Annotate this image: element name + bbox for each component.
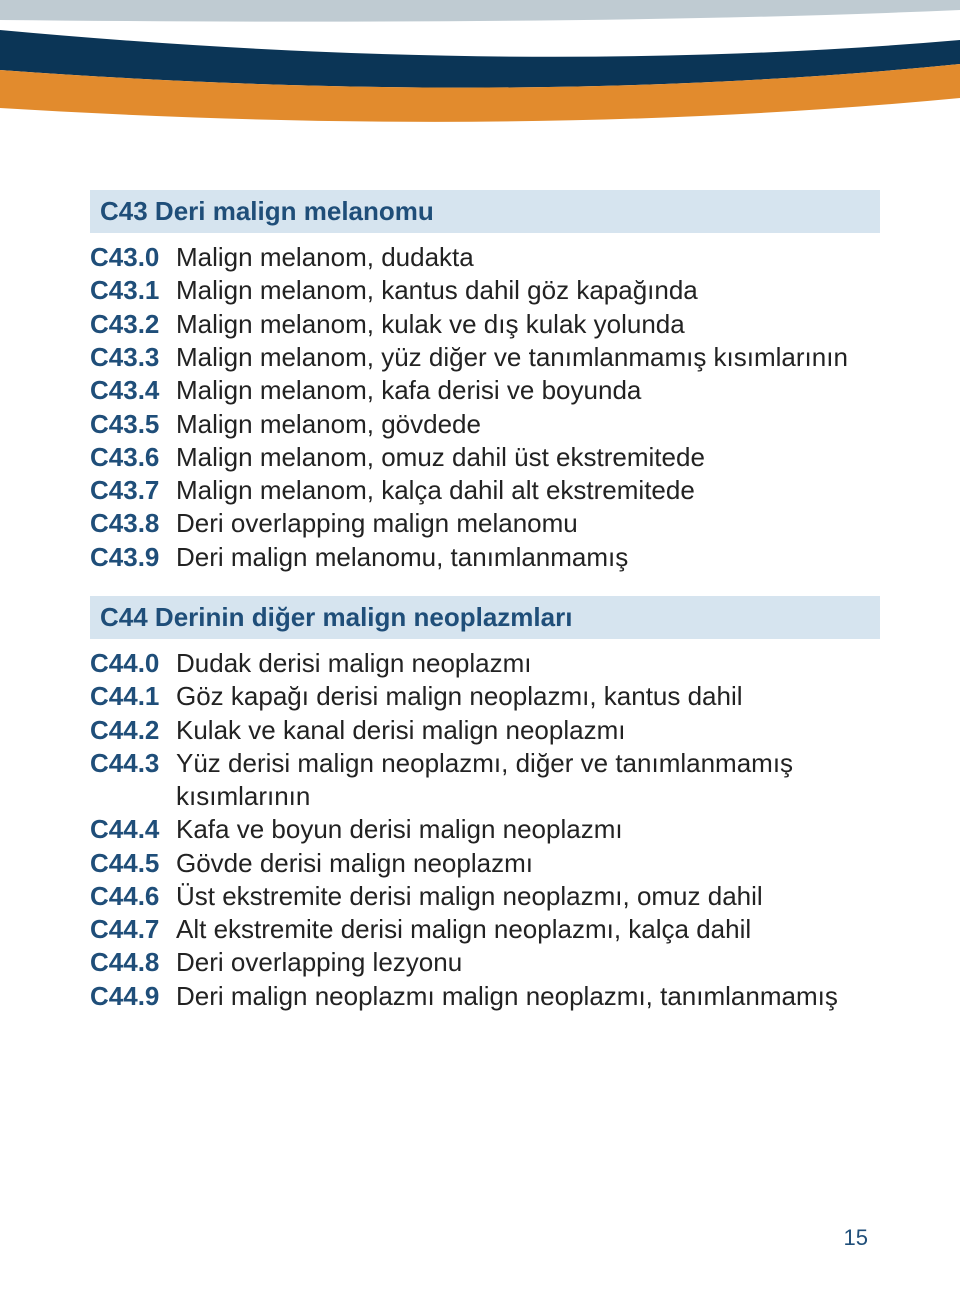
item-desc: Malign melanom, kalça dahil alt ekstremi… — [176, 474, 880, 507]
list-item: C44.2 Kulak ve kanal derisi malign neopl… — [90, 714, 880, 747]
item-desc: Dudak derisi malign neoplazmı — [176, 647, 880, 680]
item-code: C43.7 — [90, 474, 176, 507]
list-item: C43.5 Malign melanom, gövdede — [90, 408, 880, 441]
item-code: C43.4 — [90, 374, 176, 407]
list-item: C43.2 Malign melanom, kulak ve dış kulak… — [90, 308, 880, 341]
item-desc: Deri malign neoplazmı malign neoplazmı, … — [176, 980, 880, 1013]
item-desc: Üst ekstremite derisi malign neoplazmı, … — [176, 880, 880, 913]
item-code: C43.1 — [90, 274, 176, 307]
list-item: C43.6 Malign melanom, omuz dahil üst eks… — [90, 441, 880, 474]
header-decorative-curves — [0, 0, 960, 160]
list-item: C43.7 Malign melanom, kalça dahil alt ek… — [90, 474, 880, 507]
item-desc: Alt ekstremite derisi malign neoplazmı, … — [176, 913, 880, 946]
list-item: C43.4 Malign melanom, kafa derisi ve boy… — [90, 374, 880, 407]
page-content: C43 Deri malign melanomu C43.0 Malign me… — [90, 190, 880, 1035]
section-title: C43 Deri malign melanomu — [100, 196, 434, 226]
item-code: C44.1 — [90, 680, 176, 713]
item-code: C43.8 — [90, 507, 176, 540]
page-number: 15 — [844, 1225, 868, 1251]
list-item: C44.5 Gövde derisi malign neoplazmı — [90, 847, 880, 880]
item-desc: Malign melanom, omuz dahil üst ekstremit… — [176, 441, 880, 474]
list-item: C43.3 Malign melanom, yüz diğer ve tanım… — [90, 341, 880, 374]
item-list-c43: C43.0 Malign melanom, dudakta C43.1 Mali… — [90, 241, 880, 574]
item-desc: Malign melanom, kafa derisi ve boyunda — [176, 374, 880, 407]
list-item: C44.8 Deri overlapping lezyonu — [90, 946, 880, 979]
list-item: C44.7 Alt ekstremite derisi malign neopl… — [90, 913, 880, 946]
item-code: C44.7 — [90, 913, 176, 946]
list-item: C44.1 Göz kapağı derisi malign neoplazmı… — [90, 680, 880, 713]
item-code: C44.4 — [90, 813, 176, 846]
item-code: C44.3 — [90, 747, 176, 780]
item-desc: Malign melanom, kantus dahil göz kapağın… — [176, 274, 880, 307]
item-code: C44.9 — [90, 980, 176, 1013]
item-code: C43.9 — [90, 541, 176, 574]
list-item: C44.9 Deri malign neoplazmı malign neopl… — [90, 980, 880, 1013]
item-code: C43.5 — [90, 408, 176, 441]
section-header-c44: C44 Derinin diğer malign neoplazmları — [90, 596, 880, 639]
item-code: C43.6 — [90, 441, 176, 474]
list-item: C44.3 Yüz derisi malign neoplazmı, diğer… — [90, 747, 880, 814]
item-desc: Deri overlapping malign melanomu — [176, 507, 880, 540]
item-desc: Kafa ve boyun derisi malign neoplazmı — [176, 813, 880, 846]
list-item: C43.8 Deri overlapping malign melanomu — [90, 507, 880, 540]
item-desc: Gövde derisi malign neoplazmı — [176, 847, 880, 880]
item-desc: Kulak ve kanal derisi malign neoplazmı — [176, 714, 880, 747]
item-code: C43.2 — [90, 308, 176, 341]
list-item: C43.1 Malign melanom, kantus dahil göz k… — [90, 274, 880, 307]
item-desc: Deri overlapping lezyonu — [176, 946, 880, 979]
item-desc: Yüz derisi malign neoplazmı, diğer ve ta… — [176, 747, 880, 814]
item-list-c44: C44.0 Dudak derisi malign neoplazmı C44.… — [90, 647, 880, 1013]
item-code: C43.0 — [90, 241, 176, 274]
section-title: C44 Derinin diğer malign neoplazmları — [100, 602, 572, 632]
item-code: C44.5 — [90, 847, 176, 880]
item-desc: Malign melanom, dudakta — [176, 241, 880, 274]
item-code: C44.8 — [90, 946, 176, 979]
list-item: C43.9 Deri malign melanomu, tanımlanmamı… — [90, 541, 880, 574]
item-desc: Malign melanom, yüz diğer ve tanımlanmam… — [176, 341, 880, 374]
list-item: C43.0 Malign melanom, dudakta — [90, 241, 880, 274]
item-desc: Göz kapağı derisi malign neoplazmı, kant… — [176, 680, 880, 713]
item-code: C44.2 — [90, 714, 176, 747]
list-item: C44.0 Dudak derisi malign neoplazmı — [90, 647, 880, 680]
item-code: C44.0 — [90, 647, 176, 680]
item-code: C44.6 — [90, 880, 176, 913]
list-item: C44.6 Üst ekstremite derisi malign neopl… — [90, 880, 880, 913]
item-desc: Malign melanom, gövdede — [176, 408, 880, 441]
item-desc: Malign melanom, kulak ve dış kulak yolun… — [176, 308, 880, 341]
list-item: C44.4 Kafa ve boyun derisi malign neopla… — [90, 813, 880, 846]
item-code: C43.3 — [90, 341, 176, 374]
item-desc: Deri malign melanomu, tanımlanmamış — [176, 541, 880, 574]
section-header-c43: C43 Deri malign melanomu — [90, 190, 880, 233]
